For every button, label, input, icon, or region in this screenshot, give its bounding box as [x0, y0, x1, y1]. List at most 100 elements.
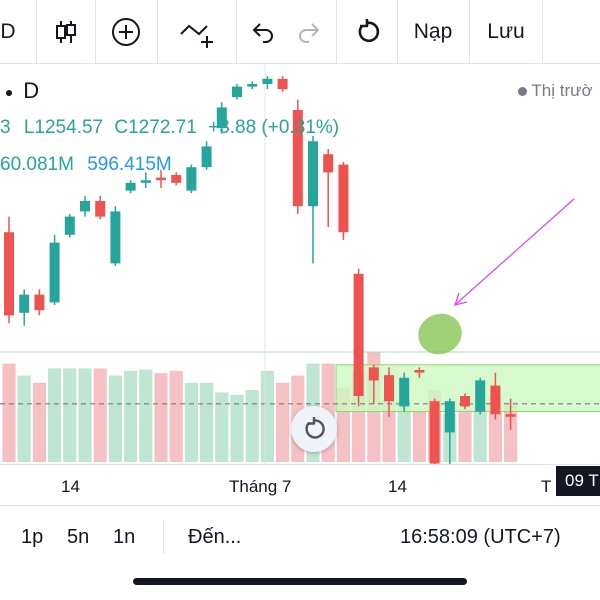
interval-label: D: [0, 19, 16, 43]
legend-ohlc-tail: 3: [0, 117, 11, 138]
arrow-head: [454, 292, 468, 306]
bottom-divider: [163, 520, 164, 554]
candle-body: [247, 84, 258, 87]
volume-bar: [276, 382, 290, 462]
volume-bar: [93, 368, 107, 462]
candle-body: [429, 401, 440, 464]
symbol-icon: [6, 89, 12, 96]
market-status[interactable]: Thị trườ: [518, 81, 593, 101]
candle-body: [140, 180, 151, 183]
candle-body: [308, 141, 318, 207]
legend-low: L1254.57: [23, 117, 104, 138]
undo-icon[interactable]: [237, 0, 287, 63]
candle-body: [399, 377, 410, 407]
volume-bar: [124, 370, 138, 462]
status-dot-icon: [518, 87, 527, 97]
interval-button[interactable]: D: [0, 0, 28, 63]
legend-interval: D: [23, 78, 40, 103]
arrow-drawing: [455, 198, 575, 305]
volume-bar: [458, 409, 472, 462]
candle-body: [444, 401, 455, 433]
legend-volume-row: 60.081M 596.415M: [0, 154, 172, 176]
candle-body: [34, 294, 45, 311]
candle-body: [460, 396, 470, 407]
candle-body: [338, 164, 349, 233]
candle-body: [216, 107, 227, 129]
reset-icon[interactable]: [337, 0, 397, 63]
volume-bar: [473, 406, 487, 462]
candle-body: [95, 201, 106, 217]
save-label: Lưu: [487, 19, 525, 43]
candle-body: [277, 78, 288, 90]
volume-bar: [63, 368, 77, 462]
candle-body: [201, 146, 212, 168]
candle-body: [262, 78, 273, 84]
load-label: Nạp: [413, 19, 453, 43]
volume-bar: [200, 382, 214, 462]
candle-body: [384, 375, 394, 402]
home-indicator: [133, 578, 467, 585]
x-tick-1: 14: [61, 477, 80, 496]
volume-bar: [48, 368, 62, 462]
volume-bar: [154, 373, 168, 462]
redo-icon[interactable]: [287, 0, 333, 63]
reset-view-icon: [305, 417, 325, 439]
legend-ohlc-row: 3 L1254.57 C1272.71 +3.88 (+0.31%): [0, 117, 339, 139]
range-1p-button[interactable]: 1p: [21, 526, 44, 548]
candle-body: [490, 385, 501, 415]
volume-bar: [184, 382, 198, 462]
candle-body: [110, 211, 121, 264]
candle-body: [368, 367, 379, 381]
volume-bar: [17, 375, 31, 462]
candle-body: [171, 175, 182, 183]
candle-body: [49, 242, 60, 303]
range-5n-button[interactable]: 5n: [67, 526, 90, 548]
legend-change: +3.88 (+0.31%): [208, 117, 340, 138]
time-axis[interactable]: 14 Tháng 7 14 T: [0, 464, 600, 505]
x-tick-2: Tháng 7: [229, 477, 292, 496]
volume-bar: [260, 370, 274, 462]
volume-bar: [169, 370, 183, 462]
volume-bar: [2, 363, 16, 462]
legend-volume: 60.081M: [0, 154, 74, 175]
range-1n-button[interactable]: 1n: [113, 526, 136, 548]
volume-bar: [397, 399, 411, 462]
volume-bar: [32, 382, 46, 462]
volume-bar: [139, 369, 153, 462]
volume-bar: [78, 368, 92, 462]
draw-line-icon[interactable]: [158, 0, 236, 63]
candle-body: [353, 273, 364, 396]
load-button[interactable]: Nạp: [398, 0, 468, 63]
candle-body: [80, 201, 90, 212]
volume-bar: [412, 411, 426, 462]
market-status-label: Thị trườ: [531, 81, 593, 100]
x-tick-3: 14: [388, 477, 407, 496]
goto-date-button[interactable]: Đến...: [188, 526, 242, 548]
candle-body: [232, 86, 242, 97]
candle-body: [19, 294, 30, 313]
volume-bar: [108, 375, 122, 462]
candle-body: [64, 216, 75, 235]
legend-close: C1272.71: [114, 117, 197, 138]
add-indicator-icon[interactable]: [96, 0, 156, 63]
legend-symbol-row: D: [6, 78, 39, 104]
volume-bar: [215, 392, 229, 462]
candle-body: [414, 370, 425, 373]
price-chart[interactable]: [0, 64, 600, 464]
candle-icon[interactable]: [37, 0, 95, 63]
candle-body: [156, 177, 166, 181]
legend-volume-ma: 596.415M: [87, 154, 172, 175]
x-tick-4: T: [541, 477, 552, 496]
clock-timezone-button[interactable]: 16:58:09 (UTC+7): [400, 526, 561, 548]
bottom-toolbar: 1p 5n 1n Đến... 16:58:09 (UTC+7): [0, 505, 600, 570]
candle-body: [4, 232, 14, 316]
candle-body: [186, 167, 197, 191]
chart-pane[interactable]: D Thị trườ 3 L1254.57 C1272.71 +3.88 (+0…: [0, 64, 600, 464]
candle-body: [475, 380, 486, 412]
save-button[interactable]: Lưu: [470, 0, 542, 63]
volume-bar: [245, 390, 259, 462]
candle-body: [292, 110, 303, 207]
crosshair-date-badge: 09 T: [556, 466, 600, 496]
scroll-to-realtime-button[interactable]: [291, 406, 337, 452]
candle-body: [505, 414, 516, 417]
